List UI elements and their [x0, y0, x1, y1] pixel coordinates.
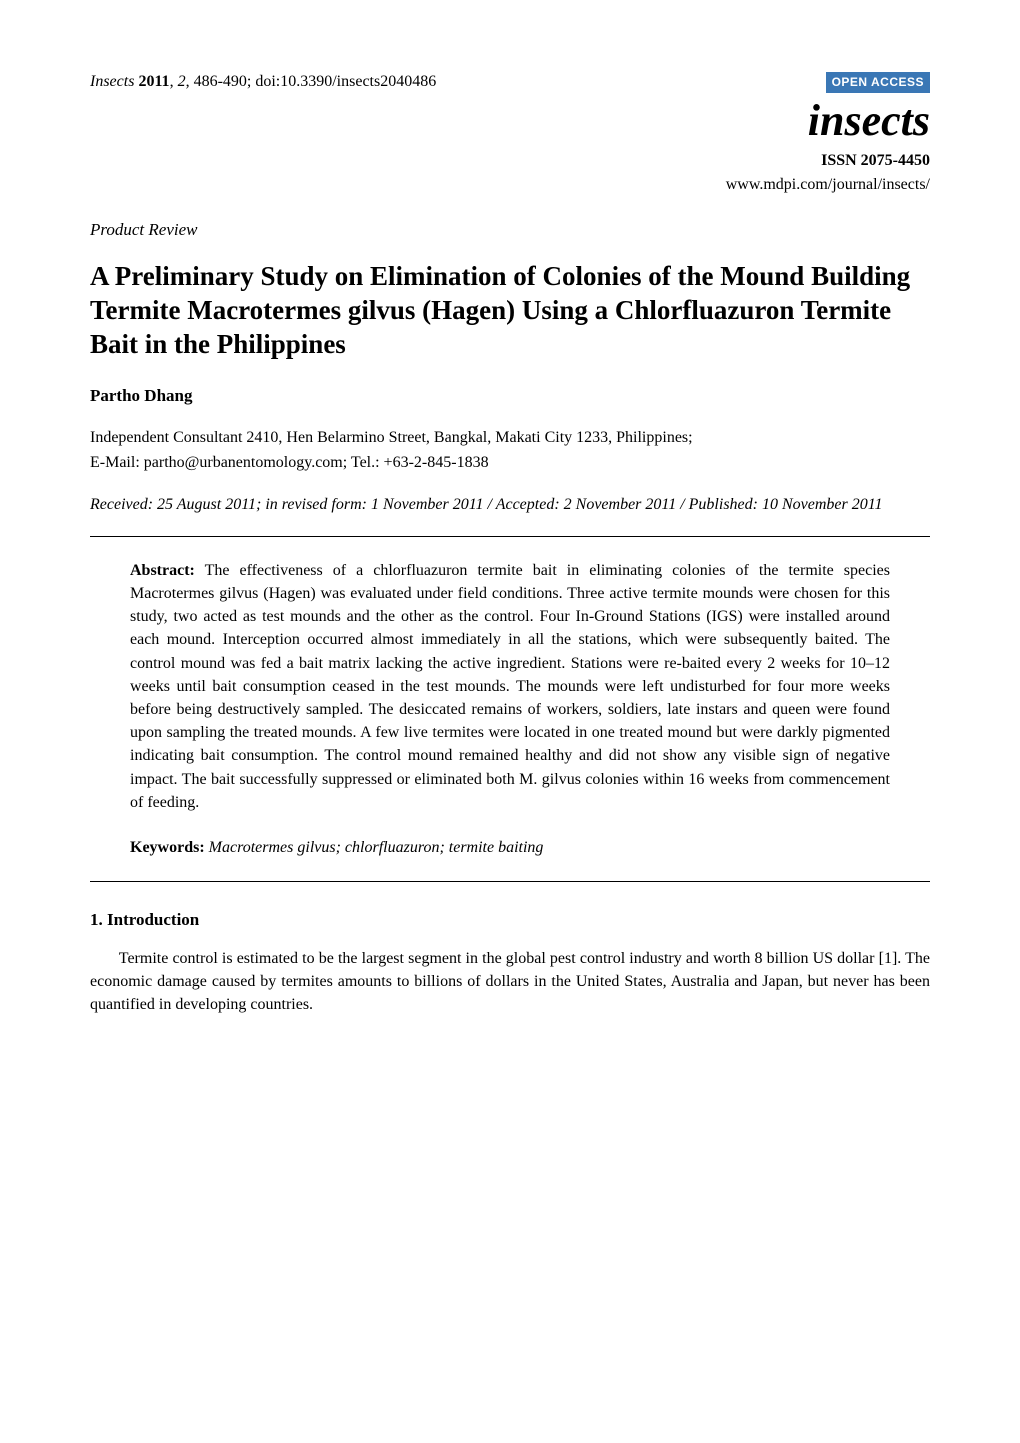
open-access-block: OPEN ACCESS insects ISSN 2075-4450 www.m…: [726, 70, 930, 210]
keywords: Keywords: Macrotermes gilvus; chlorfluaz…: [130, 836, 890, 859]
intro-paragraph: Termite control is estimated to be the l…: [90, 947, 930, 1017]
pub-year: 2011: [138, 73, 169, 90]
top-rule: [90, 536, 930, 537]
affiliation: Independent Consultant 2410, Hen Belarmi…: [90, 426, 930, 449]
abstract-text: The effectiveness of a chlorfluazuron te…: [130, 562, 890, 811]
volume: 2: [178, 73, 186, 90]
issn: ISSN 2075-4450: [726, 149, 930, 172]
article-dates: Received: 25 August 2011; in revised for…: [90, 493, 930, 516]
section-heading-intro: 1. Introduction: [90, 908, 930, 933]
keywords-label: Keywords:: [130, 839, 205, 856]
authors: Partho Dhang: [90, 384, 930, 409]
header: Insects 2011, 2, 486-490; doi:10.3390/in…: [90, 70, 930, 210]
journal-url: www.mdpi.com/journal/insects/: [726, 173, 930, 196]
abstract: Abstract: The effectiveness of a chlorfl…: [130, 559, 890, 814]
article-type: Product Review: [90, 218, 930, 243]
article-title: A Preliminary Study on Elimination of Co…: [90, 260, 930, 361]
open-access-badge: OPEN ACCESS: [826, 72, 930, 93]
journal-logo: insects: [726, 99, 930, 143]
keywords-text: Macrotermes gilvus; chlorfluazuron; term…: [209, 839, 544, 856]
pages: 486-490: [194, 73, 247, 90]
bottom-rule: [90, 881, 930, 882]
journal-name: Insects: [90, 73, 134, 90]
contact-line: E-Mail: partho@urbanentomology.com; Tel.…: [90, 451, 930, 474]
doi: doi:10.3390/insects2040486: [255, 73, 436, 90]
running-head: Insects 2011, 2, 486-490; doi:10.3390/in…: [90, 70, 436, 93]
abstract-label: Abstract:: [130, 562, 195, 579]
